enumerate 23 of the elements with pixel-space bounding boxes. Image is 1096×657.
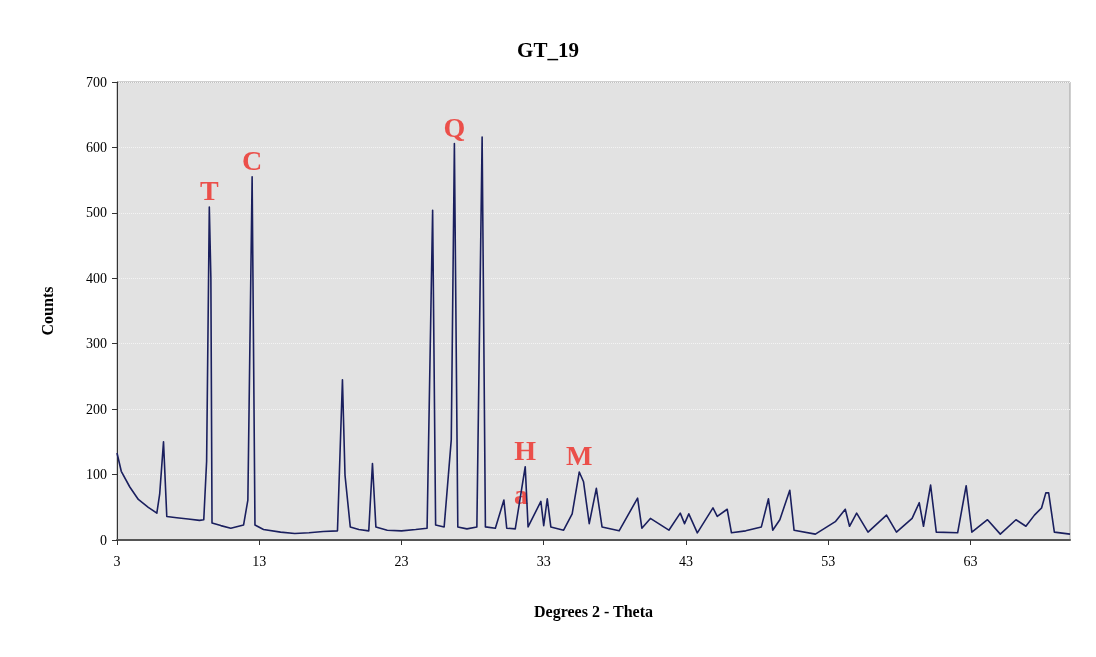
y-tick-label: 600 (86, 139, 107, 155)
annotation: C (242, 144, 263, 176)
x-tick-label: 53 (821, 553, 836, 569)
annotation: H (514, 434, 537, 466)
y-tick-label: 0 (100, 532, 107, 548)
x-tick-label: 23 (394, 553, 409, 569)
annotation: Q (443, 111, 466, 143)
x-tick-label: 33 (536, 553, 551, 569)
y-tick-label: 100 (86, 467, 107, 483)
x-tick-label: 43 (678, 553, 693, 569)
y-tick-label: 700 (86, 74, 107, 90)
x-tick-label: 3 (113, 553, 121, 569)
x-axis-title: Degrees 2 - Theta (534, 602, 653, 621)
annotation: T (199, 174, 219, 206)
y-tick-label: 200 (86, 401, 107, 417)
x-tick-label: 13 (252, 553, 267, 569)
chart-title: GT_19 (517, 37, 579, 62)
y-tick-label: 500 (86, 205, 107, 221)
y-tick-label: 400 (86, 270, 107, 286)
y-tick-label: 300 (86, 336, 107, 352)
y-axis-title: Counts (38, 286, 56, 336)
x-tick-label: 63 (963, 553, 978, 569)
annotation: M (566, 439, 593, 471)
